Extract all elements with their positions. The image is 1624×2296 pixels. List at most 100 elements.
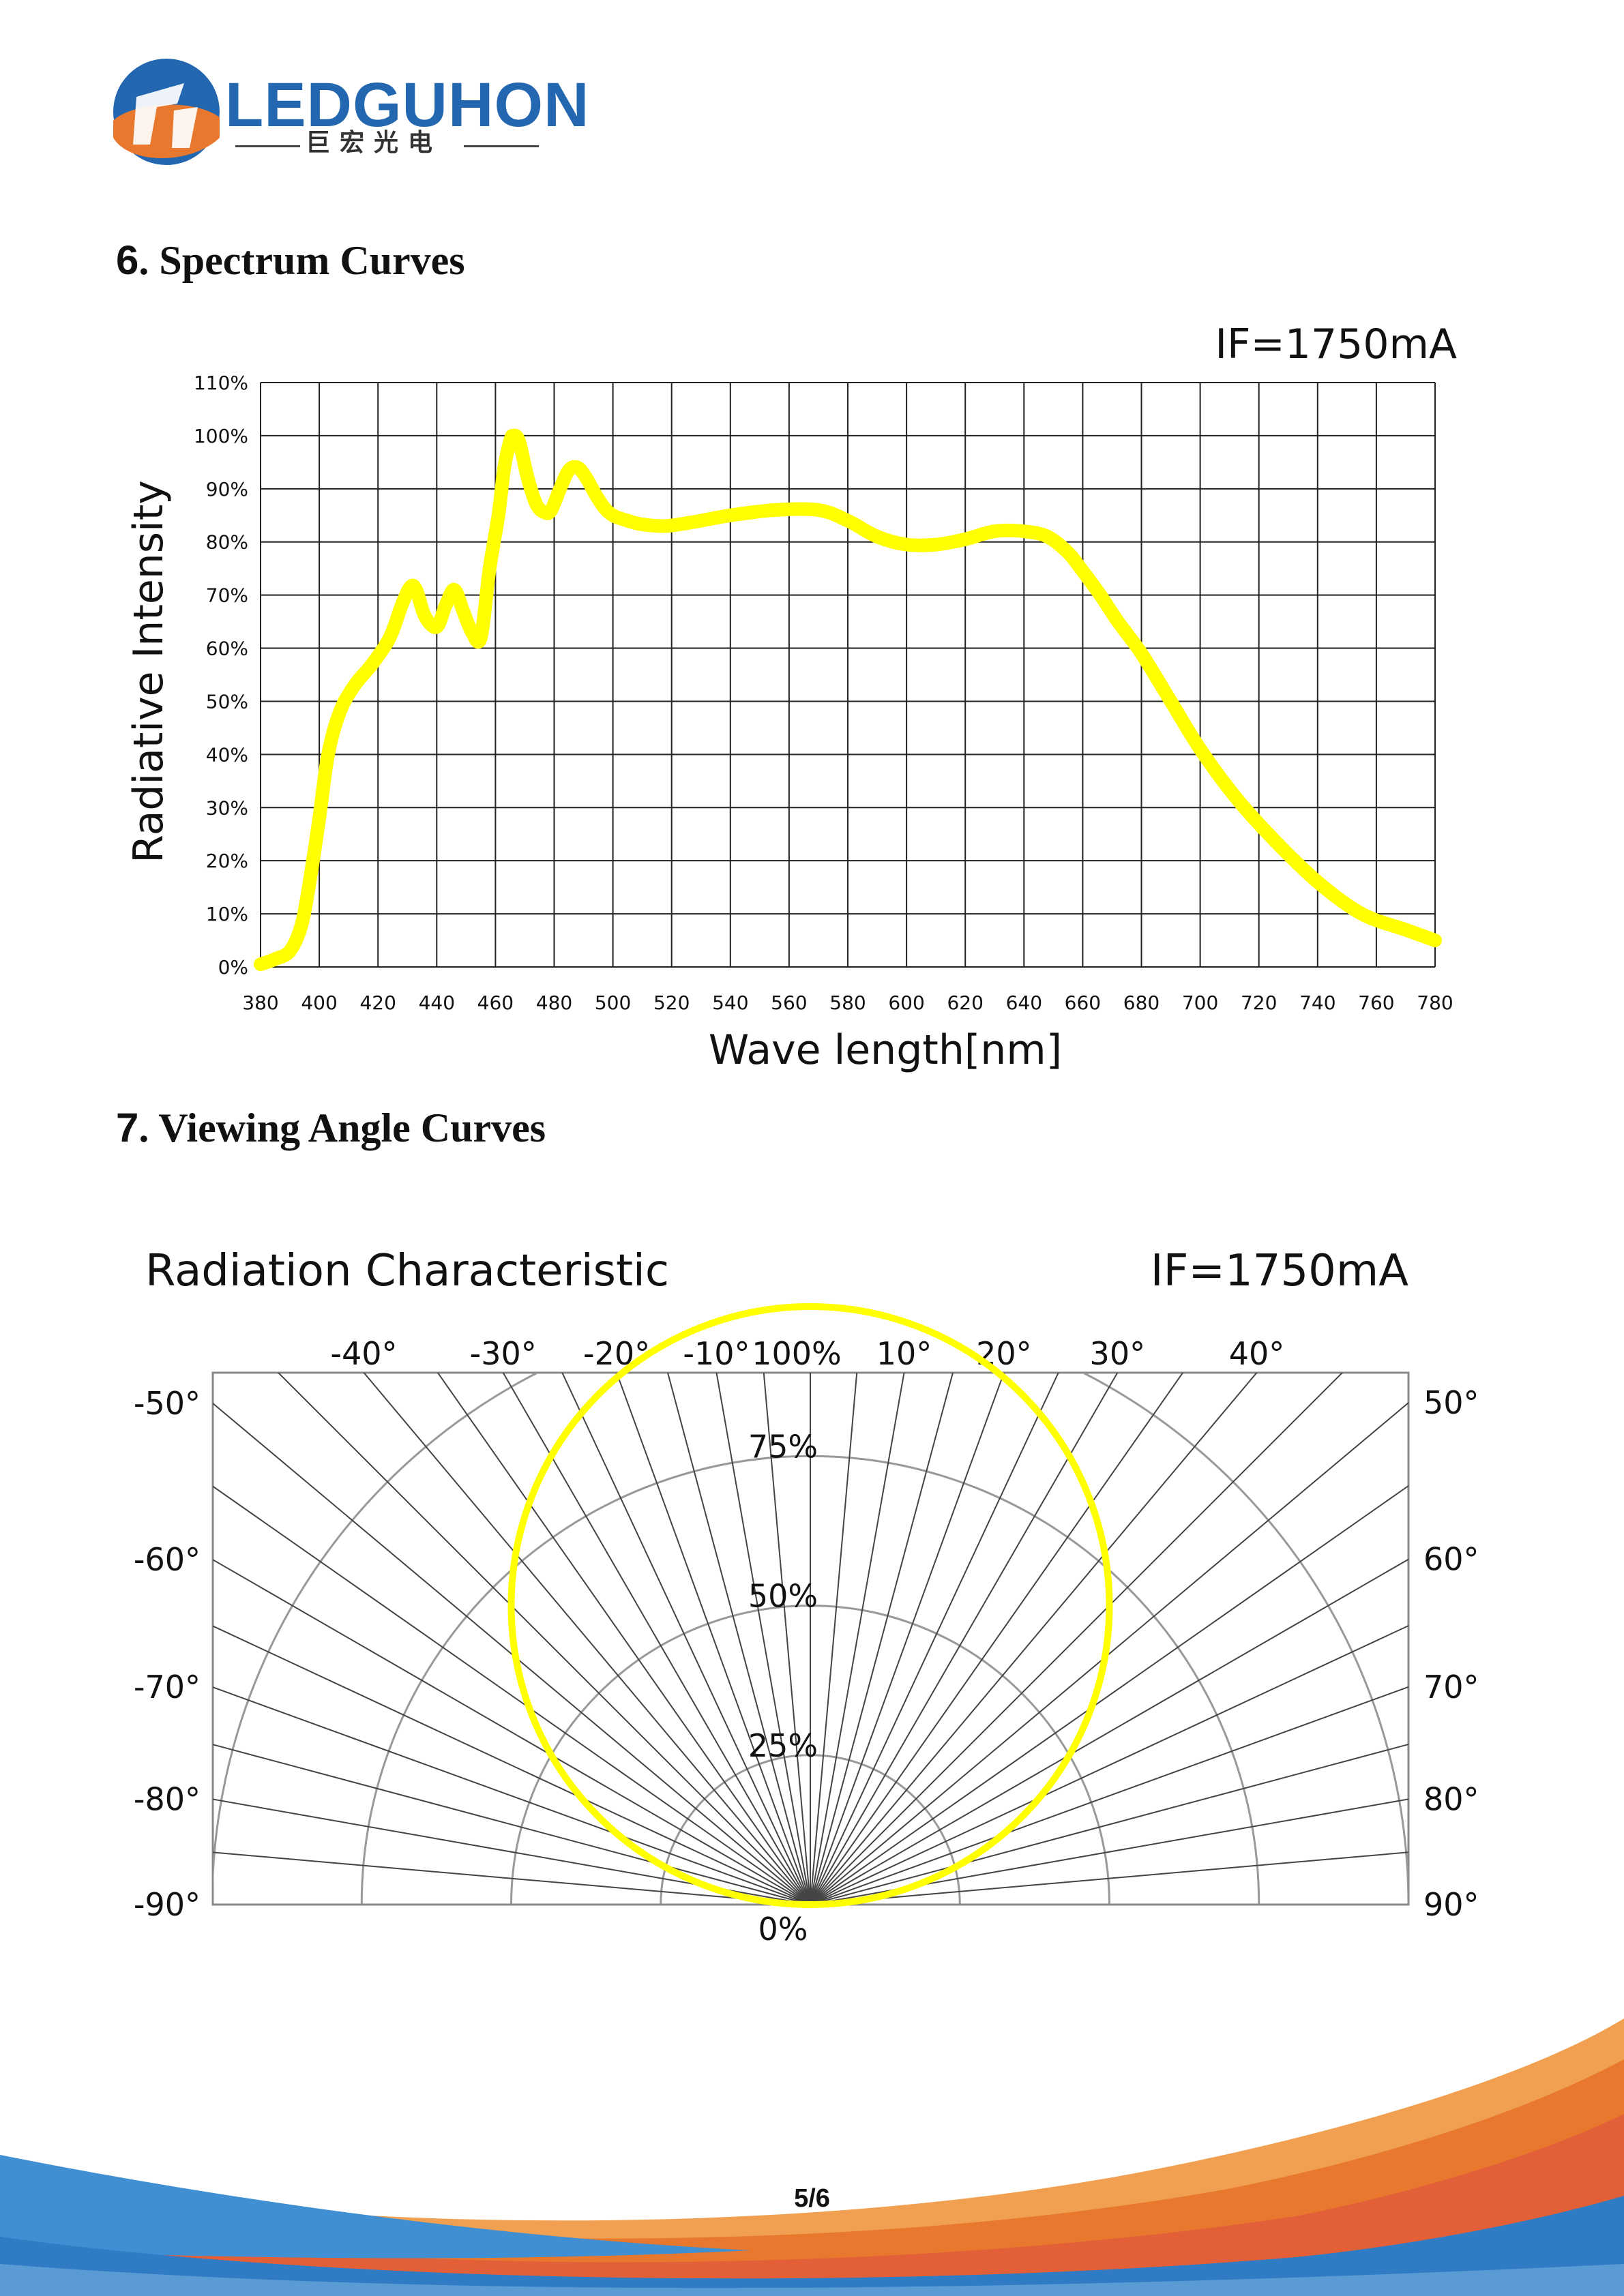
spectrum-x-tick-label: 660 [1065,992,1101,1014]
spectrum-x-tick-label: 580 [829,992,866,1014]
polar-angle-ray [213,1559,811,1905]
polar-angle-ray [810,1624,1408,1905]
spectrum-x-tick-label: 480 [536,992,572,1014]
spectrum-y-tick-label: 100% [194,425,248,447]
section-title-text: . Spectrum Curves [138,238,465,283]
spectrum-y-tick-label: 60% [206,638,248,660]
polar-angle-label-top: -10° [683,1335,750,1372]
polar-radial-label: 75% [748,1428,818,1465]
section-number: 6 [116,237,139,283]
brand-rule-right [464,145,539,147]
polar-angle-ray [363,1373,811,1905]
spectrum-y-axis-label: Radiative Intensity [125,480,173,863]
polar-angle-ray [213,1798,811,1905]
spectrum-x-tick-label: 720 [1241,992,1277,1014]
polar-angle-ray [810,1373,1119,1905]
polar-angle-ray [213,1851,811,1905]
polar-angle-ray [810,1373,1258,1905]
spectrum-x-tick-label: 740 [1299,992,1335,1014]
spectrum-x-tick-label: 540 [712,992,748,1014]
polar-angle-label-top: 30° [1090,1335,1146,1372]
polar-chart-annotation: IF=1750mA [1151,1246,1409,1296]
polar-angle-label-top: -40° [330,1335,397,1372]
polar-angle-label-top: 40° [1229,1335,1285,1372]
spectrum-x-tick-label: 760 [1358,992,1394,1014]
polar-angle-label-left: -90° [134,1886,201,1923]
spectrum-y-tick-label: 30% [206,796,248,819]
polar-angle-label-left: -70° [134,1669,201,1705]
spectrum-x-tick-label: 380 [242,992,278,1014]
spectrum-y-tick-label: 110% [194,372,248,394]
spectrum-grid [260,382,1436,968]
polar-angle-ray [810,1373,1184,1905]
brand-subtitle: 巨宏光电 [306,129,443,157]
spectrum-x-tick-label: 500 [595,992,631,1014]
spectrum-x-tick-label: 600 [888,992,924,1014]
spectrum-y-tick-label: 10% [206,903,248,925]
polar-angle-ray [810,1798,1408,1905]
polar-angle-ray [213,1686,811,1905]
spectrum-x-tick-label: 520 [653,992,690,1014]
polar-angle-ray [561,1373,811,1905]
viewing-angle-chart: Radiation Characteristic IF=1750mA 0% 25%… [134,1246,1479,1948]
section-title-spectrum: 6. Spectrum Curves [116,237,465,283]
spectrum-x-tick-label: 420 [359,992,396,1014]
polar-angle-ray [810,1373,1344,1905]
spectrum-x-tick-label: 780 [1417,992,1453,1014]
spectrum-annotation: IF=1750mA [1215,320,1457,368]
polar-angle-ray [810,1373,1005,1905]
spectrum-chart: 380 400 420 440 460 480 500 520 540 560 580 600 620 6… [125,320,1457,1074]
spectrum-y-tick-label: 50% [206,690,248,713]
polar-angle-ray [277,1373,811,1905]
polar-radial-label: 100% [752,1335,842,1372]
spectrum-y-tick-label: 80% [206,531,248,554]
polar-angle-label-left: -80° [134,1781,201,1818]
polar-angle-label-right: 50° [1423,1384,1479,1421]
polar-radial-arc [213,1373,1408,1905]
spectrum-y-tick-label: 40% [206,743,248,766]
spectrum-x-tick-label: 440 [419,992,455,1014]
polar-labels: 0%25%50%75%100%-40° -30° -20° -10° 10° 20° 30°… [134,1335,1479,1948]
polar-angle-ray [715,1373,811,1905]
polar-angle-label-left: -60° [134,1541,201,1578]
spectrum-x-axis-label: Wave length[nm] [709,1026,1062,1074]
polar-angle-label-top: -20° [583,1335,650,1372]
polar-angle-rays [213,1373,1408,1906]
polar-angle-label-right: 80° [1423,1780,1479,1817]
section-title-text: . Viewing Angle Curves [138,1105,546,1150]
section-title-viewing: 7. Viewing Angle Curves [116,1105,546,1150]
polar-ray-group [213,1373,1408,1905]
polar-angle-ray [810,1686,1408,1905]
polar-angle-label-left: -50° [134,1385,201,1422]
polar-angle-ray [666,1373,811,1905]
spectrum-x-tick-label: 700 [1182,992,1218,1014]
spectrum-x-tick-label: 560 [771,992,807,1014]
polar-angle-ray [810,1485,1408,1905]
spectrum-x-tick-label: 620 [947,992,983,1014]
spectrum-x-tick-label: 400 [301,992,337,1014]
spectrum-y-tick-label: 70% [206,584,248,607]
brand-name: LEDGUHON [225,70,590,140]
polar-radial-label: 25% [748,1727,818,1764]
spectrum-y-tick-label: 90% [206,478,248,501]
polar-angle-label-top: 10° [876,1335,932,1372]
polar-angle-ray [810,1373,905,1905]
spectrum-x-tick-label: 640 [1006,992,1042,1014]
spectrum-series-line [254,428,1442,972]
spectrum-x-tick-label: 680 [1123,992,1160,1014]
footer-wave-decoration [0,2018,1624,2296]
polar-chart-title: Radiation Characteristic [145,1246,669,1296]
polar-angle-label-top: -30° [470,1335,537,1372]
brand-rule-left [235,145,300,147]
polar-angle-ray [763,1373,811,1905]
polar-angle-ray [437,1373,811,1905]
polar-angle-ray [213,1402,811,1905]
polar-angle-ray [810,1373,1059,1905]
spectrum-y-tick-label: 20% [206,850,248,872]
polar-angle-ray [810,1373,858,1905]
spectrum-y-tick-label: 0% [218,956,248,979]
polar-angle-ray [810,1558,1408,1905]
polar-angle-ray [810,1851,1408,1905]
polar-intensity-curve [507,1303,1113,1908]
polar-angle-ray [213,1485,811,1905]
